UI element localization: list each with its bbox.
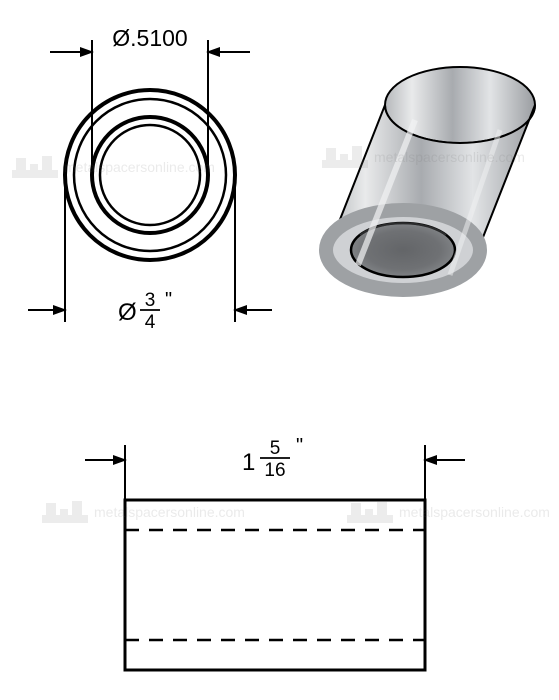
drawing-canvas: Ø.5100 Ø 3 4 " xyxy=(0,0,559,700)
dim-outer: Ø 3 4 " xyxy=(28,175,272,333)
dim-length-suffix: " xyxy=(296,435,303,457)
dim-outer-num: 3 xyxy=(145,290,156,311)
dim-length-num: 5 xyxy=(270,438,281,459)
side-view: 1 5 16 " xyxy=(85,435,465,670)
dim-inner-text: Ø.5100 xyxy=(112,25,187,51)
dim-length-whole: 1 xyxy=(242,449,255,476)
dim-length: 1 5 16 " xyxy=(85,435,465,500)
dim-outer-prefix: Ø xyxy=(118,299,137,326)
dim-length-den: 16 xyxy=(264,460,285,481)
top-view: Ø.5100 Ø 3 4 " xyxy=(28,25,272,333)
dim-outer-den: 4 xyxy=(145,312,156,333)
iso-view xyxy=(326,67,535,290)
dim-outer-suffix: " xyxy=(165,289,172,311)
